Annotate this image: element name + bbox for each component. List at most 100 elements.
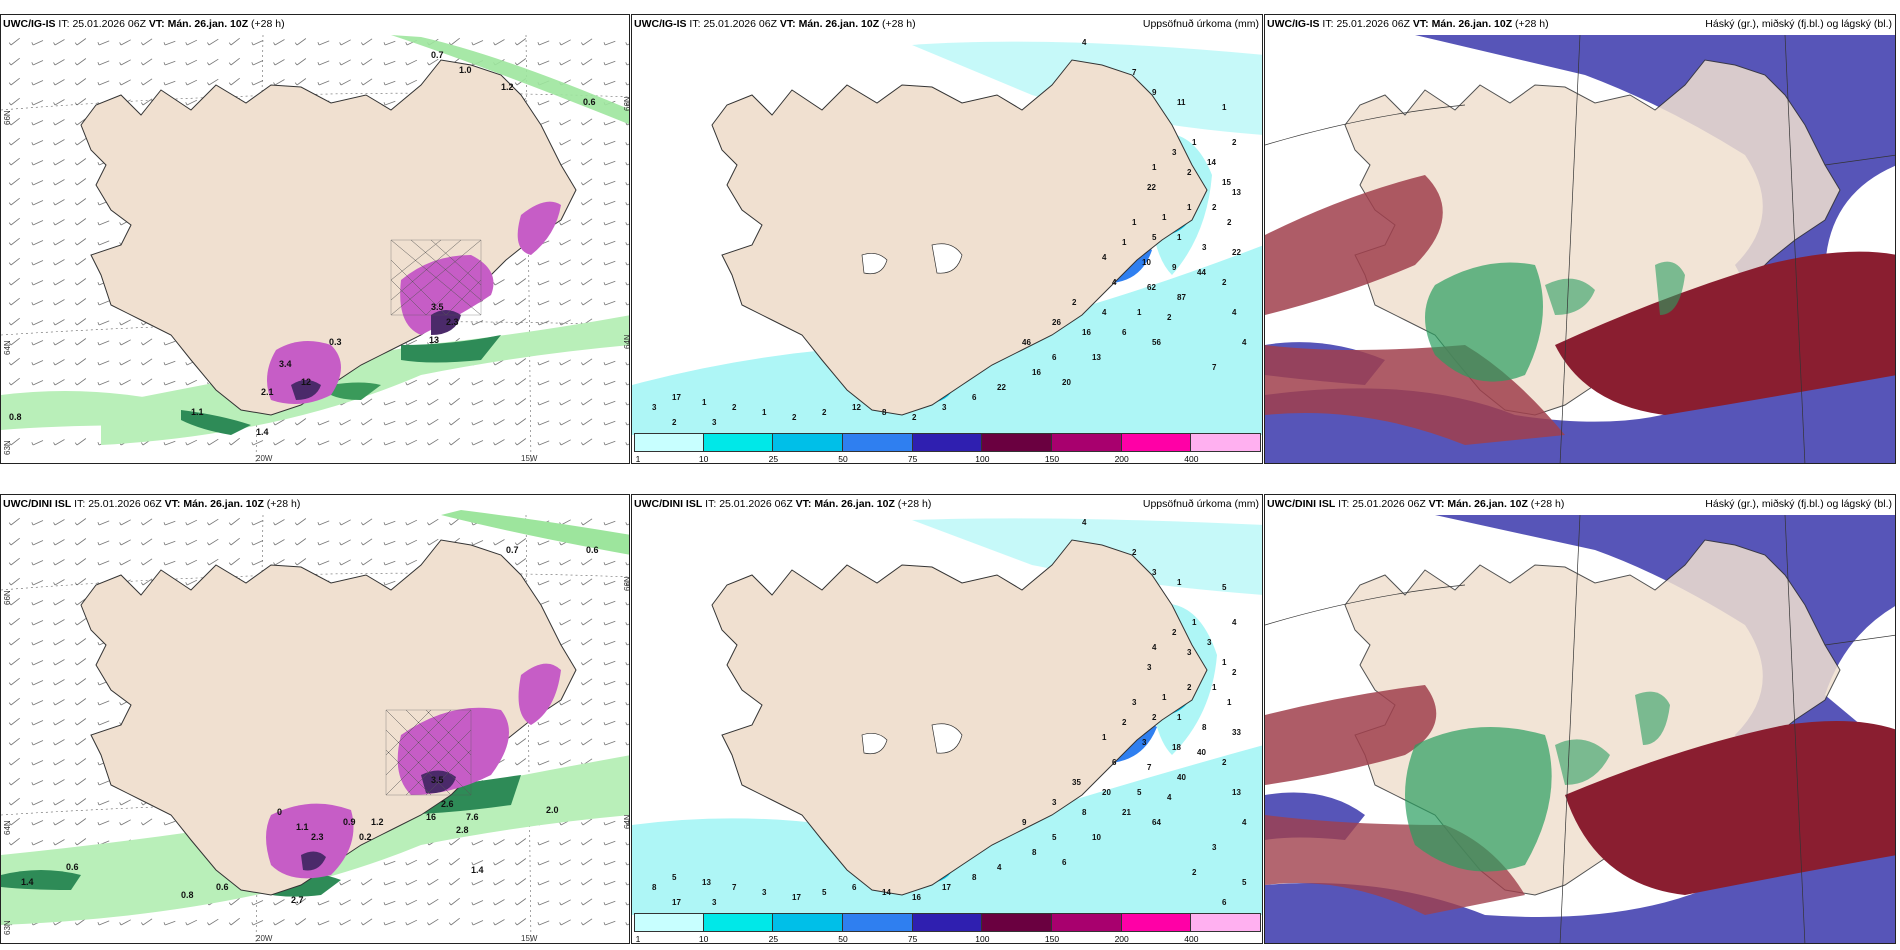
wind-barb — [559, 859, 571, 866]
precip-label: 1 — [1227, 698, 1232, 707]
wind-barb — [8, 797, 20, 806]
cloud-panel-bottom: UWC/DINI ISL IT: 25.01.2026 06Z VT: Mán.… — [1264, 494, 1896, 944]
wind-barb — [383, 880, 396, 886]
wind-barb — [163, 520, 176, 526]
wind-barb — [8, 177, 20, 186]
wind-barb — [273, 899, 285, 906]
precip-label: 1 — [1222, 103, 1227, 112]
wind-barb — [493, 419, 505, 426]
wind-barb — [493, 899, 505, 906]
wind-barb — [427, 898, 439, 906]
wind-barb — [119, 799, 131, 806]
precip-label: 4 — [1082, 38, 1087, 47]
wind-barb — [514, 358, 527, 366]
wind-barb — [537, 100, 550, 106]
lat-label: 66N — [623, 96, 630, 111]
panel-header: UWC/DINI ISL IT: 25.01.2026 06Z VT: Mán.… — [3, 498, 301, 510]
wind-barb — [185, 79, 198, 86]
wind-barb — [228, 897, 240, 906]
iceland-land — [80, 59, 577, 416]
precip-label: 4 — [1232, 618, 1237, 627]
wind-barb — [514, 278, 527, 286]
wind-barb — [294, 58, 307, 66]
wind-barb — [31, 600, 44, 606]
wind-barb — [185, 919, 198, 926]
hatch-area — [390, 239, 482, 316]
wind-barb — [559, 39, 571, 46]
wind-barb — [228, 537, 240, 546]
precip-label: 10 — [1142, 258, 1151, 267]
precip-label: 1 — [1132, 218, 1137, 227]
wind-barb — [448, 917, 460, 926]
wind-barb — [405, 559, 418, 566]
wind-barb — [603, 380, 616, 386]
wind-barb — [185, 579, 198, 586]
wind-barb — [580, 158, 593, 166]
precip-label: 17 — [792, 893, 801, 902]
precip-label: 2 — [1187, 168, 1192, 177]
wind-barb — [580, 238, 593, 246]
wind-barb — [185, 539, 198, 546]
wind-barb — [74, 238, 87, 246]
wind-barb — [339, 59, 351, 66]
wind-barb — [383, 580, 396, 586]
precip-label: 87 — [1177, 293, 1186, 302]
precip-label: 2 — [672, 418, 677, 427]
wind-barb — [514, 758, 527, 766]
precip-label: 64 — [1152, 818, 1161, 827]
colorbar-segment — [634, 913, 704, 932]
wind-barb — [537, 840, 550, 846]
precip-label: 11 — [1177, 98, 1186, 107]
colorbar-segment — [843, 433, 913, 452]
precip-label: 1 — [762, 408, 767, 417]
wind-barb — [53, 219, 65, 226]
wind-label: 3.4 — [279, 359, 292, 369]
wind-barb — [74, 178, 87, 186]
wind-barb — [603, 260, 616, 266]
wind-barb — [580, 598, 593, 606]
wind-barb — [163, 820, 176, 826]
wind-barb — [8, 737, 20, 746]
wind-barb — [625, 582, 629, 586]
wind-barb — [360, 558, 373, 566]
precip-label: 4 — [1242, 818, 1247, 827]
wind-barb — [53, 439, 65, 446]
wind-barb — [74, 718, 87, 726]
panel-header: UWC/DINI ISL IT: 25.01.2026 06Z VT: Mán.… — [1267, 498, 1565, 510]
wind-barb — [207, 518, 219, 526]
precip-label: 2 — [1222, 278, 1227, 287]
wind-barb — [603, 560, 616, 566]
wind-barb — [97, 360, 110, 366]
wind-barb — [97, 560, 110, 566]
wind-barb — [163, 80, 176, 86]
wind-label: 2.0 — [546, 805, 559, 815]
wind-barb — [8, 657, 20, 666]
wind-barb — [603, 200, 616, 206]
wind-barb — [339, 539, 351, 546]
wind-barb — [228, 37, 240, 46]
precip-label: 4 — [1152, 643, 1157, 652]
wind-barb — [360, 418, 373, 426]
cloud-title: Háský (gr.), miðský (fj.bl.) og lágský (… — [1705, 498, 1892, 510]
colorbar-tick: 75 — [907, 934, 918, 944]
wind-barb — [383, 80, 396, 86]
lat-label: 64N — [3, 820, 12, 835]
wind-barb — [31, 760, 44, 766]
wind-barb — [31, 540, 44, 546]
wind-barb — [74, 698, 87, 706]
wind-label: 0.7 — [431, 50, 444, 60]
wind-barb — [294, 438, 307, 446]
wind-barb — [471, 880, 484, 886]
wind-barb — [471, 920, 484, 926]
precip-label: 5 — [1152, 233, 1157, 242]
precip-label: 22 — [997, 383, 1006, 392]
wind-barb — [625, 182, 629, 186]
wind-barb — [537, 320, 550, 326]
precip-label: 8 — [882, 408, 887, 417]
precip-label: 1 — [1102, 733, 1107, 742]
lon-label: 15W — [521, 934, 538, 943]
wind-barb — [31, 320, 44, 326]
colorbar-tick: 400 — [1184, 934, 1199, 944]
wind-barb — [427, 378, 439, 386]
precip-label: 6 — [1112, 758, 1117, 767]
